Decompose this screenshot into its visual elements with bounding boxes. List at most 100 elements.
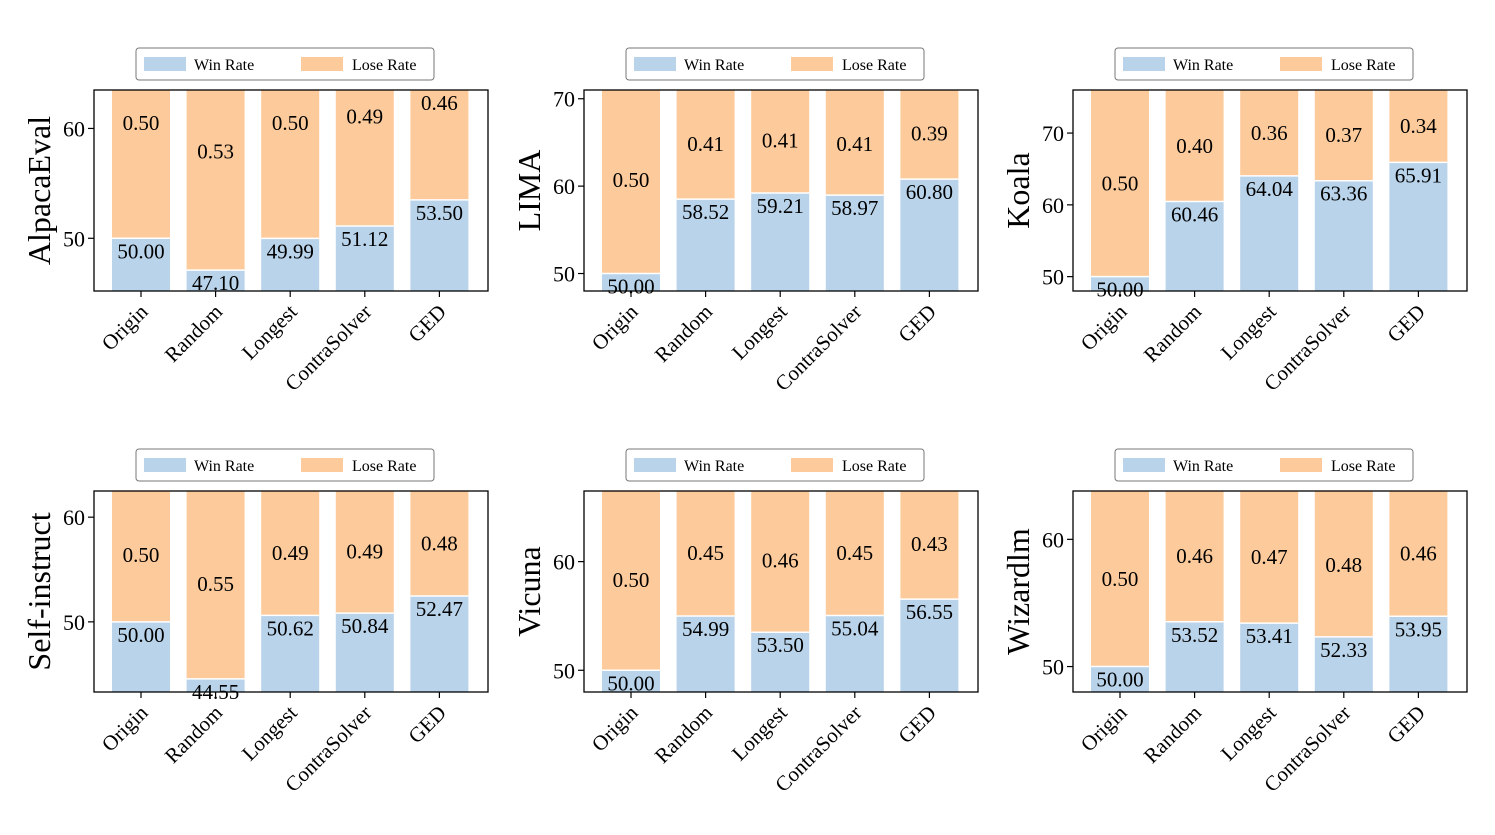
lose-rate-bar: [1314, 491, 1373, 637]
x-tick-label: Longest: [727, 299, 792, 364]
axes-frame: [583, 490, 979, 693]
legend: Win Rate Lose Rate: [625, 47, 925, 81]
lose-rate-label: 0.49: [346, 540, 383, 564]
lose-rate-label: 0.41: [762, 129, 799, 153]
legend-label-win: Win Rate: [194, 458, 254, 475]
x-tick-label: GED: [1382, 701, 1429, 748]
y-tick-label: 60: [1042, 193, 1064, 218]
x-tick-label: GED: [893, 701, 940, 748]
win-rate-bar: [335, 613, 394, 692]
chart-panel-4: 50.000.50Origin44.550.55Random50.620.49L…: [21, 448, 489, 797]
lose-rate-label: 0.41: [836, 132, 873, 156]
win-rate-bar: [112, 621, 170, 692]
y-tick-label: 60: [553, 550, 575, 575]
y-axis-title: Koala: [1000, 152, 1036, 228]
x-tick-label: Origin: [1076, 299, 1132, 355]
x-tick-label: Origin: [97, 700, 153, 756]
lose-rate-label: 0.55: [197, 572, 234, 596]
lose-rate-bar: [410, 90, 469, 200]
x-tick-label: Random: [160, 300, 227, 367]
win-rate-label: 50.00: [117, 239, 164, 263]
x-tick-label: GED: [893, 300, 940, 347]
win-rate-label: 50.00: [607, 671, 654, 695]
legend-swatch-lose: [791, 57, 833, 71]
win-rate-label: 49.99: [267, 239, 314, 263]
lose-rate-label: 0.48: [421, 531, 458, 555]
y-tick-label: 50: [553, 658, 575, 683]
lose-rate-bar: [751, 90, 810, 194]
lose-rate-bar: [335, 90, 394, 226]
lose-rate-label: 0.50: [272, 111, 309, 135]
lose-rate-bar: [1240, 90, 1299, 176]
win-rate-label: 56.55: [906, 600, 953, 624]
x-tick-label: Random: [1139, 300, 1206, 367]
lose-rate-bar: [410, 491, 469, 597]
axes-frame: [1072, 89, 1468, 292]
legend-swatch-lose: [1280, 458, 1322, 472]
lose-rate-label: 0.50: [613, 168, 650, 192]
win-rate-bar: [261, 615, 320, 692]
y-tick-label: 50: [63, 610, 85, 635]
win-rate-bar: [602, 670, 660, 692]
legend: Win Rate Lose Rate: [135, 47, 435, 81]
legend-label-lose: Lose Rate: [842, 458, 906, 475]
win-rate-label: 58.97: [831, 196, 878, 220]
win-rate-label: 50.00: [117, 623, 164, 647]
win-rate-label: 51.12: [341, 227, 388, 251]
x-tick-label: GED: [1382, 300, 1429, 347]
lose-rate-label: 0.45: [687, 541, 724, 565]
lose-rate-bar: [1389, 90, 1448, 163]
legend-label-win: Win Rate: [1173, 458, 1233, 475]
legend-swatch-win: [144, 458, 186, 472]
axes-frame: [583, 89, 979, 292]
win-rate-label: 50.84: [341, 614, 389, 638]
legend-swatch-win: [1123, 57, 1165, 71]
win-rate-label: 50.00: [1096, 278, 1143, 302]
axes-frame: [93, 490, 489, 693]
lose-rate-bar: [900, 90, 959, 180]
lose-rate-bar: [602, 491, 660, 671]
y-tick-label: 70: [1042, 121, 1064, 146]
win-rate-label: 65.91: [1395, 163, 1442, 187]
y-axis-title: LIMA: [511, 150, 547, 232]
lose-rate-bar: [1165, 491, 1224, 622]
win-rate-bar: [112, 238, 170, 291]
win-rate-bar: [1165, 621, 1224, 692]
win-rate-bar: [1314, 636, 1373, 692]
x-tick-label: Longest: [1216, 299, 1281, 364]
win-rate-bar: [1091, 666, 1149, 692]
axes-frame: [1072, 490, 1468, 693]
legend-label-lose: Lose Rate: [352, 57, 416, 74]
lose-rate-bar: [1240, 491, 1299, 624]
win-rate-bar: [1091, 276, 1149, 291]
legend-box: [1114, 47, 1414, 81]
win-rate-label: 58.52: [682, 200, 729, 224]
lose-rate-bar: [1091, 90, 1149, 277]
win-rate-label: 53.50: [416, 201, 463, 225]
lose-rate-bar: [751, 491, 810, 633]
win-rate-bar: [825, 195, 884, 291]
y-tick-label: 50: [553, 262, 575, 287]
chart-panel-3: 50.00 0.50 Origin 60.46 0.40 Random 64.04 0.36 L…: [1000, 47, 1468, 396]
lose-rate-label: 0.50: [1102, 171, 1139, 195]
lose-rate-bar: [602, 90, 660, 274]
y-tick-label: 60: [63, 505, 85, 530]
lose-rate-bar: [261, 491, 320, 616]
win-rate-bar: [1389, 162, 1448, 291]
win-rate-bar: [410, 596, 469, 692]
lose-rate-label: 0.53: [197, 140, 234, 164]
x-tick-label: Longest: [727, 700, 792, 765]
lose-rate-label: 0.50: [123, 543, 160, 567]
lose-rate-label: 0.50: [1102, 567, 1139, 591]
win-rate-bar: [676, 616, 735, 692]
lose-rate-bar: [1314, 90, 1373, 181]
chart-panel-1: 50.000.50Origin47.100.53Random49.990.50L…: [21, 47, 489, 396]
x-tick-label: Random: [1139, 701, 1206, 768]
lose-rate-bar: [676, 491, 735, 617]
lose-rate-label: 0.41: [687, 132, 724, 156]
win-rate-bar: [825, 615, 884, 692]
y-axis-title: Self-instruct: [21, 512, 57, 670]
x-tick-label: Origin: [97, 299, 153, 355]
legend-box: [135, 47, 435, 81]
